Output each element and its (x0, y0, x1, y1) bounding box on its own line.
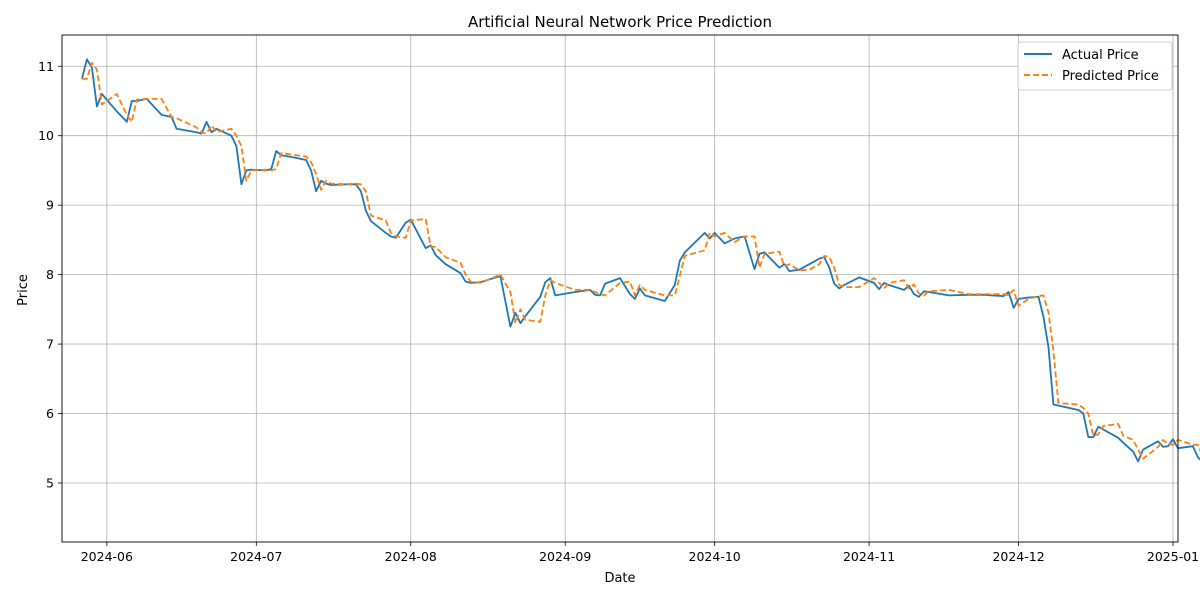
x-tick-label: 2025-01 (1147, 549, 1199, 564)
legend-label-actual: Actual Price (1062, 48, 1139, 63)
series-line-actual (81, 58, 1200, 463)
series-line-predicted (81, 61, 1200, 460)
legend-box (1017, 41, 1173, 91)
x-tick-label: 2024-08 (385, 549, 437, 564)
y-tick-label: 8 (46, 267, 54, 282)
chart-title: Artificial Neural Network Price Predicti… (468, 13, 772, 31)
x-axis-title: Date (604, 571, 635, 586)
y-tick-label: 11 (38, 59, 54, 74)
x-tick-label: 2024-09 (539, 549, 591, 564)
grid (62, 35, 1178, 542)
legend-label-predicted: Predicted Price (1062, 69, 1159, 84)
x-tick-label: 2024-11 (843, 549, 895, 564)
plot-frame (61, 34, 1179, 543)
x-tick-label: 2024-06 (81, 549, 133, 564)
y-tick-label: 5 (46, 475, 54, 490)
x-tick-label: 2024-10 (689, 549, 741, 564)
y-tick-label: 6 (46, 406, 54, 421)
y-axis: 5 6 7 8 9 10 11 (38, 59, 62, 490)
x-tick-label: 2024-07 (230, 549, 282, 564)
x-axis: 2024-06 2024-07 2024-08 2024-09 2024-10 2024-… (81, 542, 1199, 564)
y-tick-label: 10 (38, 128, 54, 143)
plot-series (81, 58, 1200, 463)
legend: Actual Price Predicted Price (1017, 41, 1173, 91)
y-tick-label: 9 (46, 198, 54, 213)
x-tick-label: 2024-12 (992, 549, 1044, 564)
y-axis-title: Price (16, 274, 31, 306)
y-tick-label: 7 (46, 337, 54, 352)
